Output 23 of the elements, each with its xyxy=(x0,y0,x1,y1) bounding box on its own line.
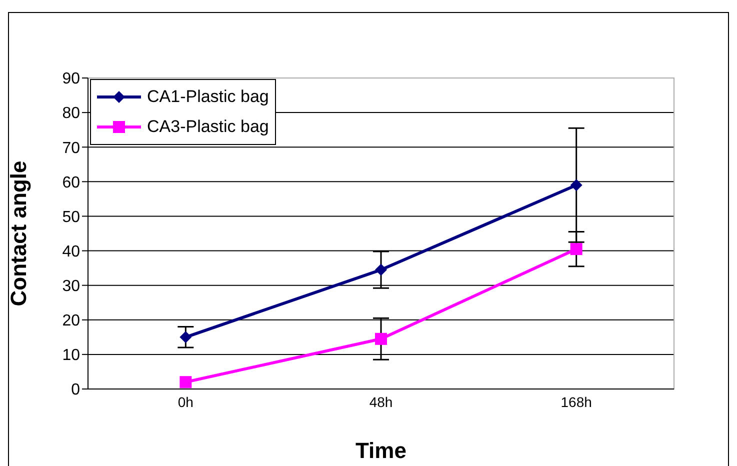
y-tick-label: 70 xyxy=(62,140,80,157)
y-tick-label: 40 xyxy=(62,243,80,260)
x-tick-label: 168h xyxy=(560,394,592,410)
y-axis-title: Contact angle xyxy=(6,160,31,306)
y-tick-label: 10 xyxy=(62,347,80,364)
legend-label: CA1-Plastic bag xyxy=(147,87,269,107)
y-tick-label: 60 xyxy=(62,174,80,192)
y-tick-label: 20 xyxy=(62,312,80,330)
point xyxy=(570,243,582,256)
x-tick-label: 0h xyxy=(178,394,194,410)
point xyxy=(180,376,192,388)
y-tick-label: 80 xyxy=(62,105,80,122)
y-tick-label: 0 xyxy=(71,382,80,399)
point xyxy=(375,332,387,345)
x-axis-title: Time xyxy=(356,438,406,463)
point xyxy=(180,331,192,344)
y-tick-label: 30 xyxy=(62,278,80,296)
x-tick-label: 48h xyxy=(369,394,393,410)
y-tick-label: 90 xyxy=(62,70,80,88)
legend-label: CA3-Plastic bag xyxy=(147,117,269,137)
point xyxy=(570,179,582,192)
point xyxy=(375,264,387,276)
y-tick-label: 50 xyxy=(62,208,80,226)
